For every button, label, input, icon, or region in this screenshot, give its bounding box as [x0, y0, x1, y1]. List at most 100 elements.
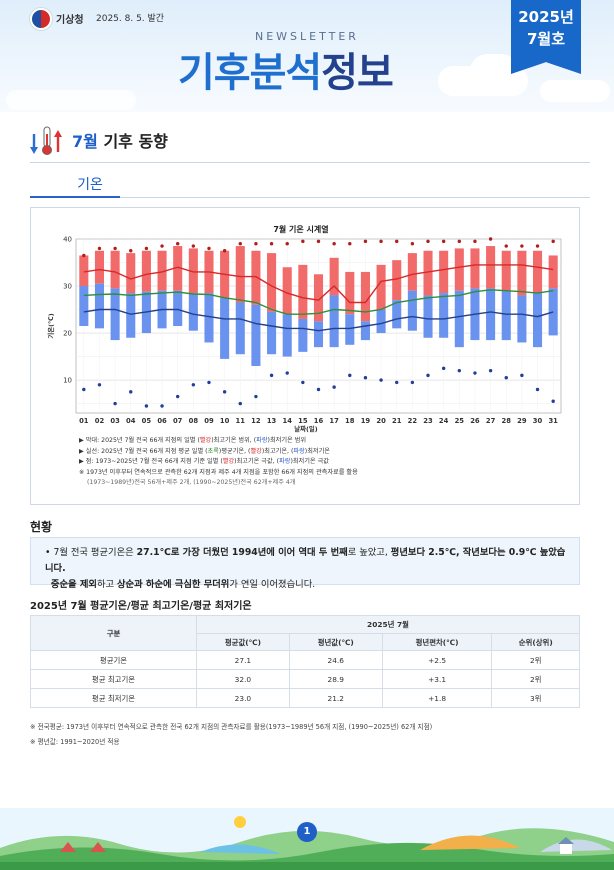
landscape-illustration [0, 808, 614, 870]
chart-point [410, 242, 415, 246]
chart-point [129, 249, 133, 253]
thermometer-icon [30, 126, 62, 155]
chart-x-tick-label: 22 [408, 417, 418, 425]
table-row: 평균기온 27.1 24.6 +2.5 2위 [30, 650, 580, 670]
chart-x-tick-label: 06 [157, 417, 167, 425]
page-number: 1 [297, 822, 317, 842]
chart-bar [313, 274, 324, 322]
legend-note-lines: ▶ 실선: 2025년 7월 전국 66개 지점 평균 일별 (초록)평균기온,… [79, 447, 330, 455]
chart-bar [126, 293, 136, 338]
footnote-normal-period: ※ 평년값: 1991~2020년 적용 [30, 738, 120, 746]
chart-x-tick-label: 12 [251, 417, 261, 425]
chart-bar [376, 264, 386, 310]
chart-point [175, 242, 180, 246]
section-month: 7월 [72, 132, 98, 151]
chart-point [488, 368, 493, 373]
chart-point [441, 239, 446, 244]
section-divider [30, 162, 590, 163]
chart-bar [94, 250, 105, 284]
chart-point [441, 366, 446, 371]
chart-point [410, 380, 415, 385]
chart-point [97, 246, 102, 251]
chart-bar [110, 250, 120, 289]
chart-bar [173, 290, 183, 326]
chart-bar [141, 250, 151, 292]
chart-x-tick-label: 27 [486, 417, 496, 425]
chart-point [426, 373, 430, 378]
chart-bar [251, 250, 261, 305]
chart-y-tick-label: 40 [63, 236, 72, 244]
chart-x-tick-label: 31 [548, 417, 558, 425]
legend-note-bars: ▶ 막대: 2025년 7월 전국 66개 지점의 일별 (빨강)최고기온 범위… [79, 437, 307, 444]
cloud-icon [6, 90, 136, 110]
chart-x-tick-label: 20 [376, 417, 386, 425]
chart-bar [532, 293, 543, 348]
chart-point [457, 368, 462, 373]
chart-bar [79, 255, 89, 287]
chart-bar [517, 250, 527, 296]
kma-logo-icon [30, 8, 52, 30]
footnote-national-average: ※ 전국평균: 1973년 이후부터 연속적으로 관측한 전국 62개 지점의 … [30, 723, 433, 731]
chart-x-tick-label: 09 [204, 417, 214, 425]
chart-bar [376, 309, 386, 334]
chart-point [301, 239, 305, 244]
table-header-normal: 평년값(℃) [288, 633, 383, 651]
chart-point [363, 239, 368, 244]
chart-x-tick-label: 25 [455, 417, 465, 425]
chart-bar [439, 250, 449, 294]
chart-x-tick-label: 03 [110, 417, 120, 425]
chart-bar [157, 250, 167, 291]
legend-note-points: ▶ 점: 1973~2025년 7월 전국 66개 지점 기준 일별 (빨강)최… [79, 458, 329, 465]
footer-landscape [0, 808, 614, 870]
chart-x-tick-label: 05 [142, 417, 152, 425]
chart-bar [360, 271, 370, 322]
title-part-1: 기후분석 [178, 50, 322, 96]
chart-point [473, 371, 477, 375]
chart-x-tick-label: 11 [236, 417, 246, 425]
chart-y-tick-label: 30 [63, 283, 72, 291]
chart-x-tick-label: 28 [502, 417, 512, 425]
chart-x-tick-label: 29 [517, 417, 527, 425]
chart-bar [470, 248, 480, 289]
table-header-group: 2025년 7월 [196, 615, 580, 634]
newsletter-label: NEWSLETTER [255, 30, 359, 43]
chart-point [457, 239, 462, 244]
chart-bar [282, 314, 292, 357]
chart-bar [486, 246, 496, 289]
chart-bar [454, 248, 464, 291]
chart-x-tick-label: 21 [392, 417, 402, 425]
chart-bar [439, 293, 449, 338]
chart-bar [407, 253, 417, 291]
issue-ribbon: 2025년 7월호 [511, 0, 581, 74]
chart-x-tick-label: 26 [470, 417, 480, 425]
chart-x-tick-label: 30 [533, 417, 543, 425]
chart-x-tick-label: 01 [79, 417, 89, 425]
title-part-2: 정보 [321, 50, 394, 96]
chart-series-line [83, 264, 554, 304]
chart-point [535, 244, 540, 248]
chart-point [504, 244, 508, 248]
chart-point [379, 378, 383, 382]
chart-point [113, 401, 117, 406]
tab-temperature[interactable]: 기온 [77, 177, 103, 193]
cloud-icon [470, 54, 518, 88]
table-header-mean: 평균값(℃) [196, 633, 290, 651]
chart-bar [110, 288, 120, 341]
table-header-rank: 순위(상위) [491, 633, 580, 651]
section-heading-text: 기후 동향 [103, 132, 168, 151]
chart-bar [173, 246, 183, 291]
chart-point [82, 253, 86, 258]
chart-point [160, 404, 164, 408]
chart-point [488, 237, 493, 241]
chart-bar [392, 260, 402, 301]
chart-bar [267, 311, 277, 355]
chart-canvas: 10 20 30 40 01 02 03 04 05 06 07 08 09 10 11 12 13 14 15 16… [46, 224, 562, 433]
chart-point [269, 242, 274, 246]
table-header-category: 구분 [30, 615, 197, 651]
temperature-chart: 10 20 30 40 01 02 03 04 05 06 07 08 09 10 11 12 13 14 15 16… [30, 207, 580, 505]
chart-bar [360, 321, 370, 341]
chart-bar [188, 293, 198, 331]
chart-bar [407, 290, 417, 331]
chart-point [175, 394, 180, 399]
chart-x-axis-label: 날짜(일) [294, 424, 318, 433]
